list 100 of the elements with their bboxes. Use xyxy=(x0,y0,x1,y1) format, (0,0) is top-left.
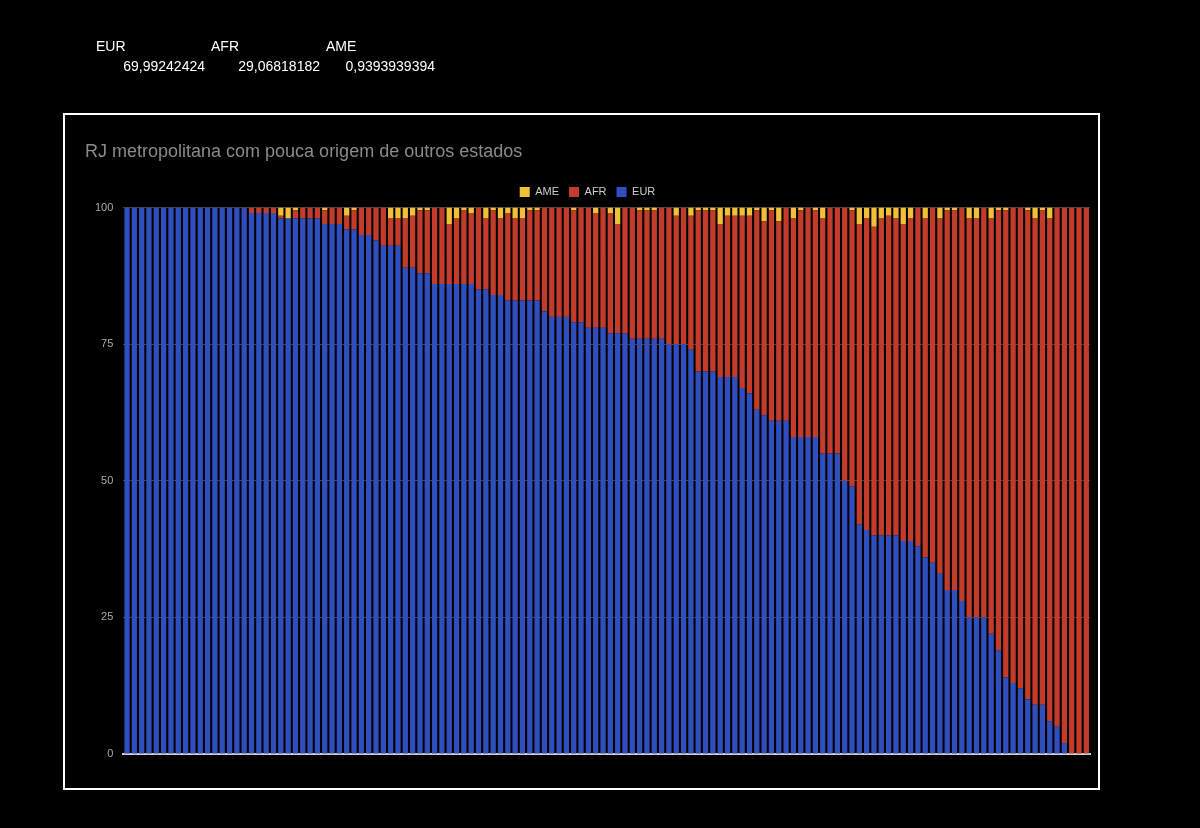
bar xyxy=(1003,210,1009,678)
bar xyxy=(1061,743,1068,754)
bar xyxy=(490,210,496,296)
bar xyxy=(768,210,775,421)
bar xyxy=(688,207,694,216)
bar xyxy=(395,218,401,246)
bar xyxy=(197,207,203,754)
bar xyxy=(146,207,152,754)
bar xyxy=(644,210,650,339)
bar xyxy=(270,213,277,754)
bar xyxy=(1039,210,1046,705)
bar xyxy=(673,215,679,345)
bar xyxy=(1076,207,1082,754)
bar xyxy=(820,218,826,454)
bar xyxy=(278,218,284,754)
bar xyxy=(380,245,386,754)
bar xyxy=(585,327,592,754)
bar xyxy=(907,218,914,541)
bar xyxy=(512,207,518,219)
bar xyxy=(812,210,819,438)
bar xyxy=(798,210,804,438)
bar xyxy=(915,546,921,754)
y-tick-label: 75 xyxy=(101,337,114,350)
bar xyxy=(248,213,255,754)
bar xyxy=(929,562,936,754)
bar xyxy=(827,453,833,754)
bar xyxy=(373,240,379,754)
bar xyxy=(680,344,687,754)
bar xyxy=(1003,677,1009,754)
bar xyxy=(373,207,379,241)
bar xyxy=(746,393,753,754)
bar xyxy=(329,207,335,224)
bar xyxy=(944,590,950,754)
bar xyxy=(937,218,943,574)
bar xyxy=(1069,207,1075,754)
y-tick-label: 50 xyxy=(101,473,114,486)
bar xyxy=(461,210,467,285)
bar xyxy=(366,234,372,754)
bar xyxy=(695,371,701,754)
bar xyxy=(615,333,621,754)
bar xyxy=(322,223,328,754)
bar xyxy=(409,207,416,216)
bar xyxy=(512,218,518,301)
bar xyxy=(409,267,416,754)
bar xyxy=(995,650,1002,754)
bar xyxy=(739,207,745,216)
bar xyxy=(644,338,650,754)
bar xyxy=(600,207,606,328)
bar xyxy=(563,207,570,317)
bar xyxy=(344,215,350,230)
bar xyxy=(578,322,584,754)
bar xyxy=(951,590,958,754)
bar xyxy=(885,535,892,754)
bar xyxy=(658,207,665,339)
bar xyxy=(1047,218,1053,722)
bar xyxy=(820,453,826,754)
bar xyxy=(497,207,504,219)
bar xyxy=(966,218,972,618)
bar xyxy=(717,223,723,377)
bar xyxy=(497,218,504,296)
bar xyxy=(153,207,159,754)
bar xyxy=(182,207,189,754)
bar xyxy=(622,333,628,754)
bar xyxy=(314,218,321,754)
bar xyxy=(739,387,745,754)
bar xyxy=(776,207,782,222)
bar xyxy=(300,207,306,219)
bar xyxy=(563,316,570,754)
bar xyxy=(512,300,518,754)
bar xyxy=(636,338,643,754)
bar xyxy=(336,207,343,224)
bar xyxy=(856,524,862,754)
bar xyxy=(475,207,482,290)
bar xyxy=(600,327,606,754)
bar xyxy=(673,207,679,216)
bar xyxy=(878,535,884,754)
bar xyxy=(973,617,980,754)
bar xyxy=(256,213,262,754)
bar xyxy=(929,207,936,563)
bar xyxy=(388,207,394,219)
bar xyxy=(234,207,240,754)
bar xyxy=(453,218,460,285)
bar xyxy=(285,218,291,754)
bar xyxy=(673,344,679,754)
bar xyxy=(988,207,994,219)
bar xyxy=(607,333,613,754)
bar xyxy=(212,207,218,754)
bar xyxy=(1054,207,1060,727)
bar xyxy=(322,210,328,224)
bar xyxy=(468,213,474,285)
bar xyxy=(885,207,892,216)
bar xyxy=(717,207,723,224)
bar xyxy=(776,221,782,421)
bar xyxy=(505,213,511,301)
bar xyxy=(483,218,489,290)
bar xyxy=(160,207,167,754)
bar xyxy=(344,229,350,754)
text: AFR xyxy=(211,38,240,54)
bar xyxy=(424,210,430,274)
bar xyxy=(168,207,174,754)
